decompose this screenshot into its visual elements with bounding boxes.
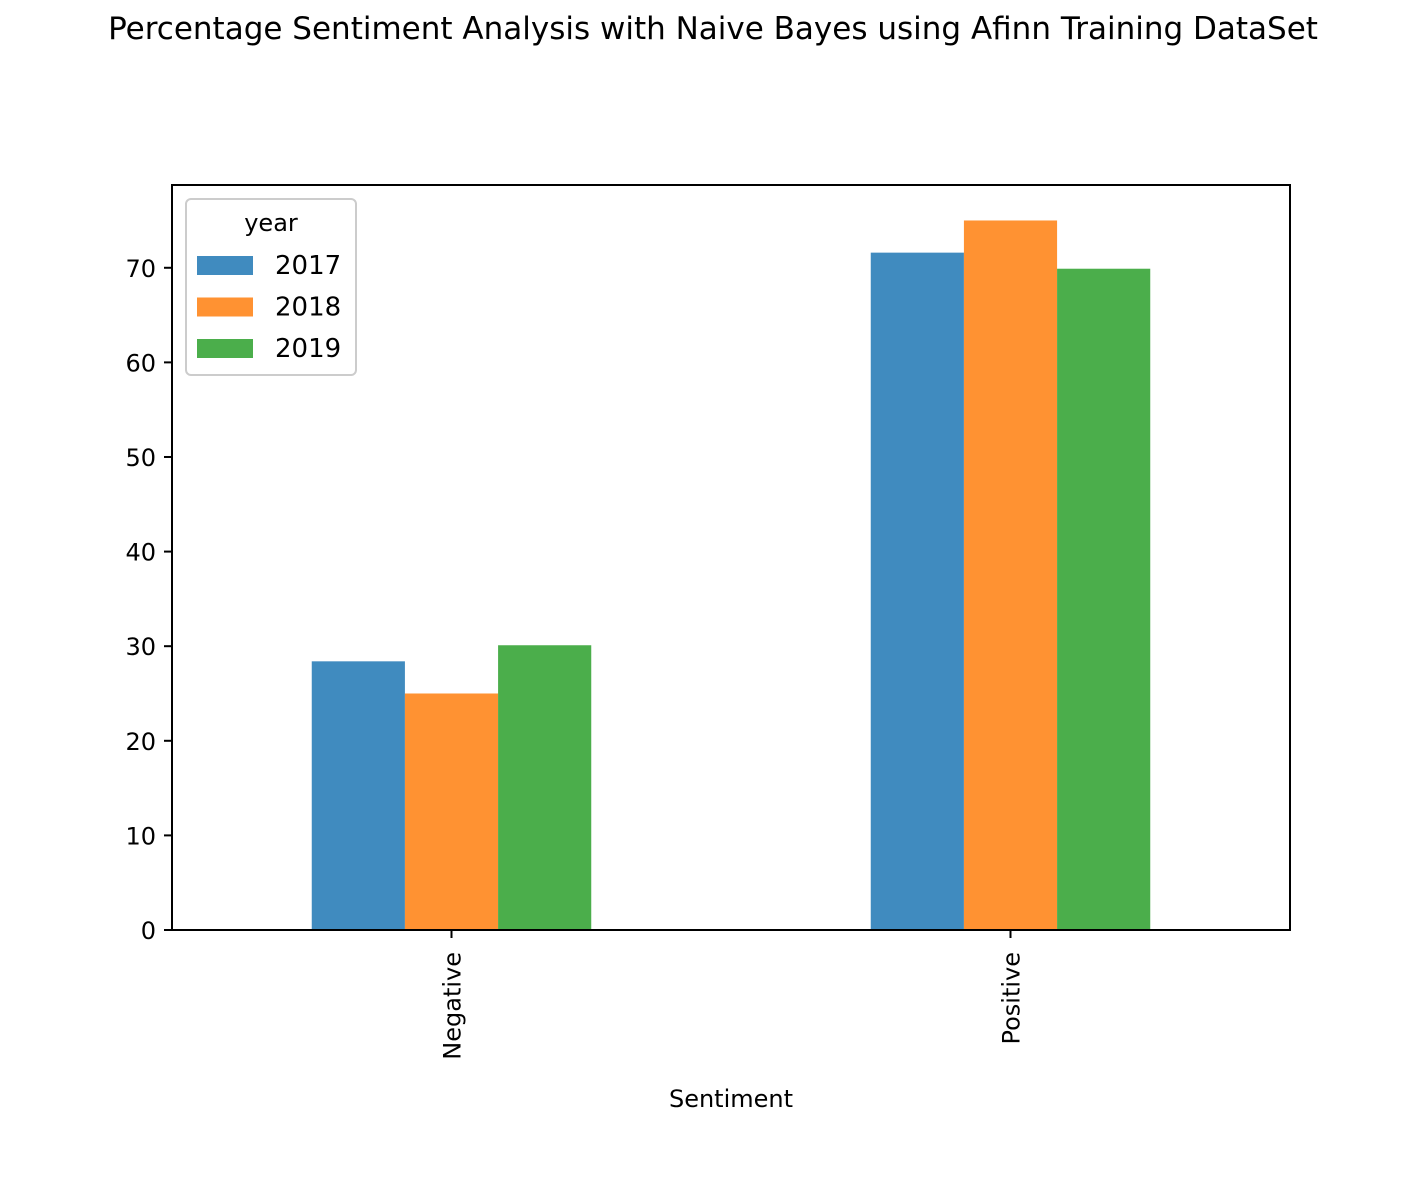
- y-tick-label: 10: [125, 822, 156, 850]
- y-tick-label: 0: [141, 917, 156, 945]
- legend-label-2017: 2017: [275, 251, 341, 281]
- y-tick-label: 50: [125, 444, 156, 472]
- y-tick-label: 30: [125, 633, 156, 661]
- plot-frame: [171, 184, 1291, 931]
- x-axis: Negative Positive: [439, 930, 1026, 1060]
- chart-title: Percentage Sentiment Analysis with Naive…: [108, 11, 1318, 47]
- bar-2019-positive: [1057, 268, 1151, 930]
- y-tick-label: 40: [125, 539, 156, 567]
- bar-2019-negative: [498, 645, 592, 930]
- bar-2018-positive: [963, 220, 1058, 930]
- y-tick-label: 20: [125, 728, 156, 756]
- y-axis: 0 10 20 30 40 50 60 70: [125, 255, 172, 945]
- x-tick-label-positive: Positive: [998, 952, 1026, 1045]
- legend-frame: [185, 198, 357, 376]
- y-tick-label: 70: [125, 255, 156, 283]
- legend-swatch-2019: [197, 339, 253, 358]
- bar-2017-negative: [311, 661, 405, 930]
- bar-2017-positive: [870, 252, 964, 931]
- legend-label-2019: 2019: [275, 334, 341, 364]
- legend-title: year: [244, 209, 298, 237]
- legend-label-2018: 2018: [275, 293, 341, 323]
- x-axis-label: Sentiment: [669, 1085, 793, 1113]
- bar-2018-negative: [404, 693, 499, 930]
- bars-layer: [311, 220, 1151, 931]
- x-tick-label-negative: Negative: [439, 952, 467, 1060]
- y-tick-label: 60: [125, 349, 156, 377]
- legend-swatch-2017: [197, 256, 253, 275]
- legend-entries: 2017 2018 2019: [197, 251, 341, 364]
- legend-swatch-2018: [197, 297, 253, 317]
- legend: year 2017 2018 2019: [185, 198, 357, 376]
